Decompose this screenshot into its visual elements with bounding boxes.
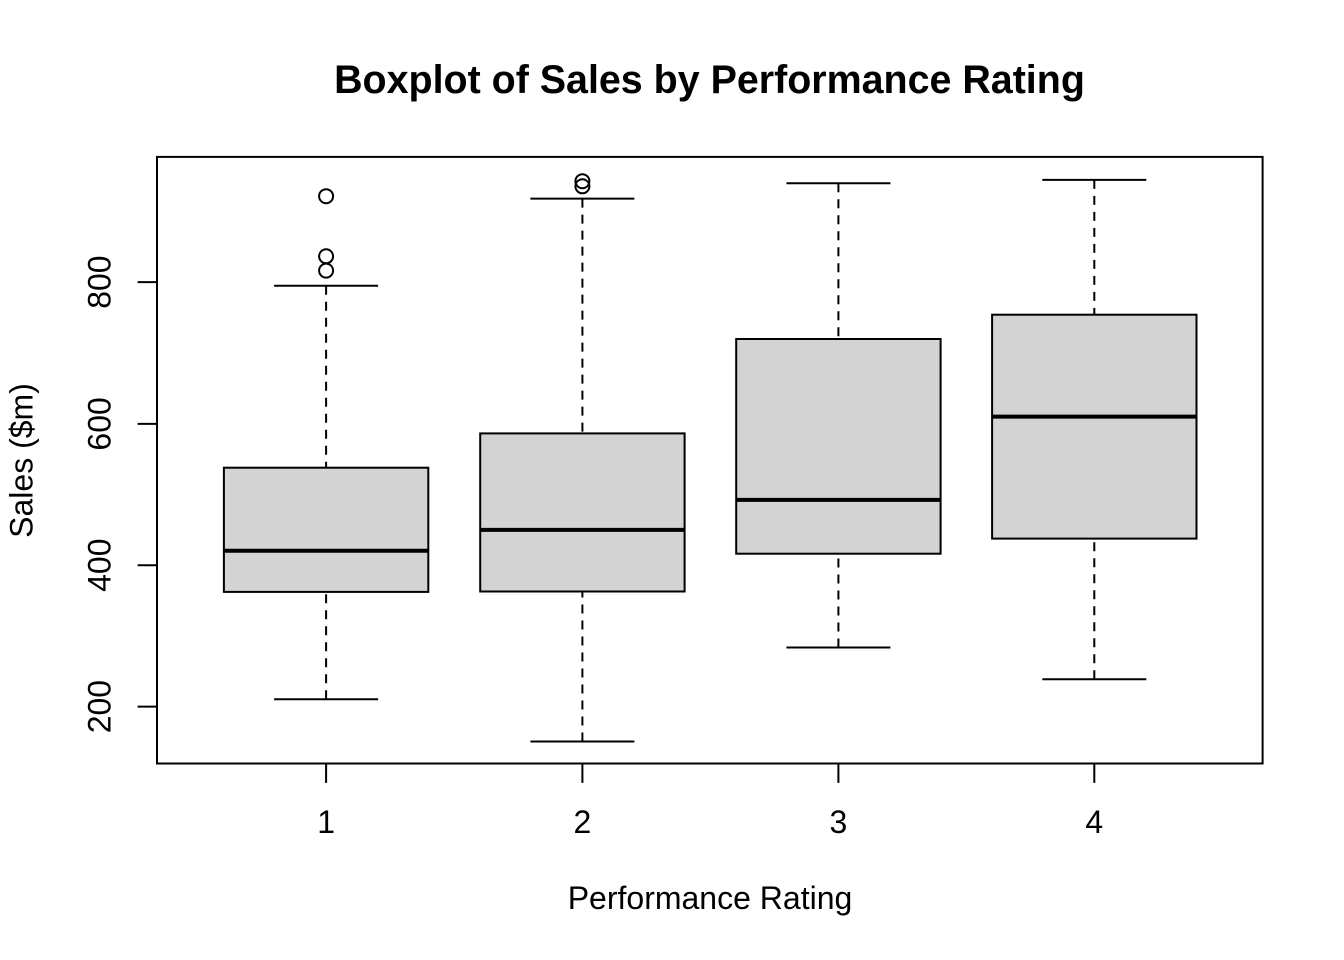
svg-text:3: 3 — [830, 804, 848, 840]
svg-text:600: 600 — [82, 397, 118, 450]
svg-text:Boxplot of Sales by Performanc: Boxplot of Sales by Performance Rating — [334, 58, 1085, 102]
svg-text:Performance Rating: Performance Rating — [568, 880, 853, 916]
svg-text:1: 1 — [317, 804, 335, 840]
svg-text:400: 400 — [82, 539, 118, 592]
svg-text:2: 2 — [574, 804, 592, 840]
svg-text:200: 200 — [82, 680, 118, 733]
svg-text:800: 800 — [82, 255, 118, 308]
svg-text:4: 4 — [1085, 804, 1103, 840]
svg-text:Sales ($m): Sales ($m) — [4, 383, 40, 538]
